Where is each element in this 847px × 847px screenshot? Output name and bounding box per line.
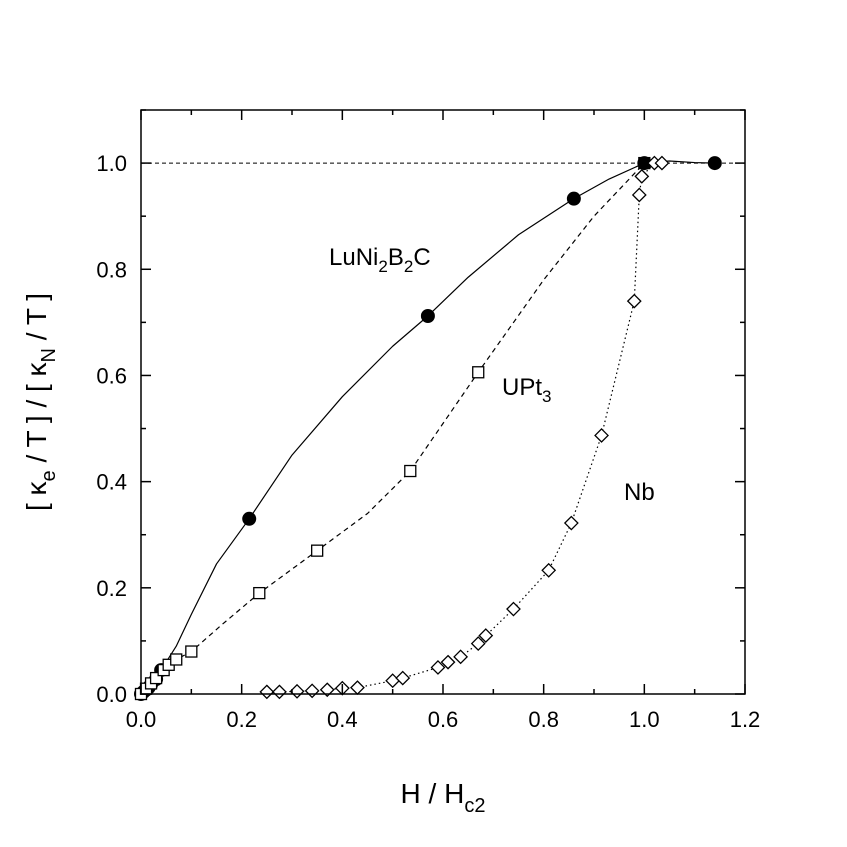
x-tick-label: 0.0 [126, 707, 157, 732]
nb-point [319, 682, 335, 698]
x-tick-label: 0.4 [327, 707, 358, 732]
nb-point [395, 670, 411, 686]
y-tick-label: 0.2 [96, 576, 127, 601]
y-axis-label-sub2: N [38, 348, 60, 362]
x-tick-label: 1.0 [629, 707, 660, 732]
x-axis-label-main: H / H [401, 778, 465, 809]
y-axis-label: [ κe / T ] / [ κN / T ] [21, 293, 60, 511]
nb-point [506, 601, 521, 617]
y-axis-label-part3: / T ] [21, 293, 52, 348]
upt3-point [185, 645, 198, 658]
y-tick-label: 0.0 [96, 682, 127, 707]
nb-point [626, 293, 642, 309]
x-axis-label-sub: c2 [464, 795, 485, 817]
upt3-point [170, 653, 183, 666]
nb-point [259, 684, 275, 700]
y-tick-label: 0.8 [96, 257, 127, 282]
luni2b2c-point [420, 308, 435, 323]
nb-point [430, 660, 446, 675]
nb-point [634, 168, 650, 184]
series-markers [134, 155, 722, 701]
axis-ticks [140, 109, 746, 695]
y-tick-label: 0.6 [96, 363, 127, 388]
luni2b2c-sub1: 2 [378, 257, 387, 276]
nb-point [654, 155, 670, 171]
y-axis-label-sub1: e [38, 470, 60, 481]
upt3-part1: UPt [502, 374, 542, 401]
series-label-luni2b2c: LuNi2B2C [329, 244, 431, 276]
x-tick-label: 1.2 [730, 707, 761, 732]
luni2b2c-point [707, 156, 722, 171]
y-tick-label: 0.4 [96, 470, 127, 495]
y-axis-label-part1: [ κ [21, 480, 52, 511]
luni2b2c-point [242, 511, 257, 526]
axis-tick-labels: 0.0 0.2 0.4 0.6 0.8 1.0 1.2 0.0 0.2 0.4 0.6 0.8 1.0 [96, 151, 760, 732]
upt3-point [149, 671, 163, 685]
luni2b2c-part2: B [388, 244, 404, 271]
nb-fit-curve [266, 162, 662, 693]
nb-point [453, 649, 469, 665]
nb-point [478, 628, 494, 644]
series-label-nb: Nb [624, 479, 655, 506]
nb-point [271, 684, 287, 700]
nb-point [470, 636, 486, 651]
upt3-point [253, 586, 266, 600]
y-axis-label-part2: / T ] / [ κ [21, 361, 52, 470]
upt3-sub1: 3 [542, 387, 551, 406]
upt3-point [404, 464, 417, 478]
luni2b2c-part1: LuNi [329, 244, 378, 271]
nb-point [541, 562, 557, 578]
series-curves [140, 160, 715, 695]
nb-point [304, 683, 320, 699]
upt3-point [472, 366, 485, 379]
x-tick-label: 0.8 [528, 707, 559, 732]
luni2b2c-point [566, 191, 581, 206]
luni2b2c-fit-curve [140, 160, 715, 695]
y-tick-label: 1.0 [96, 151, 127, 176]
nb-point [563, 515, 579, 531]
upt3-point [311, 544, 324, 557]
luni2b2c-sub2: 2 [404, 257, 413, 276]
x-tick-label: 0.6 [428, 707, 459, 732]
luni2b2c-part3: C [413, 244, 430, 271]
plot-frame [140, 109, 746, 695]
nb-point [440, 654, 456, 670]
nb-point [594, 428, 609, 443]
x-axis-label: H / Hc2 [401, 778, 486, 817]
nb-point [350, 680, 365, 696]
x-tick-label: 0.2 [226, 707, 257, 732]
series-label-upt3: UPt3 [502, 374, 551, 406]
nb-label: Nb [624, 479, 655, 506]
upt3-fit-curve [140, 162, 645, 695]
nb-point [631, 187, 647, 203]
